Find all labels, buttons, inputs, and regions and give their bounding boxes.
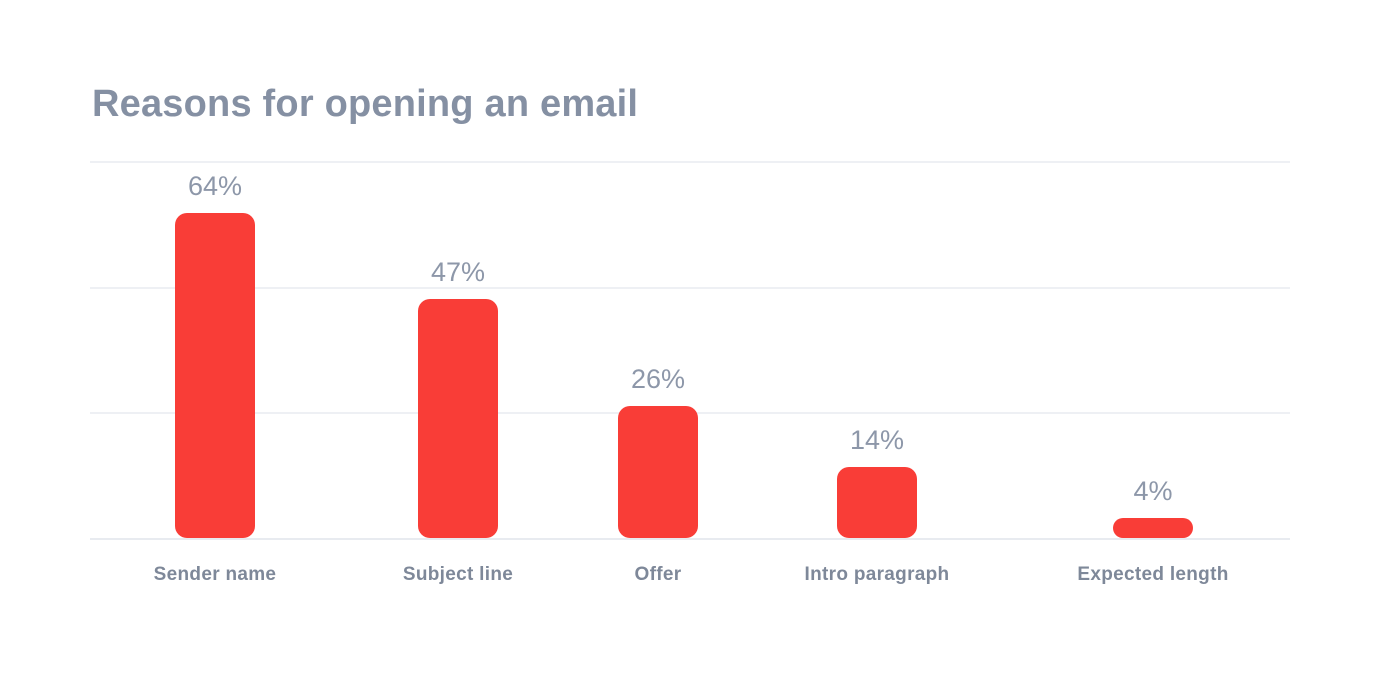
value-label-intro-paragraph: 14% [849, 425, 905, 455]
value-label-expected-length: 4% [1133, 476, 1173, 506]
category-label-offer: Offer [634, 564, 682, 585]
category-label-intro-paragraph: Intro paragraph [804, 564, 950, 585]
bar-subject-line [418, 299, 498, 538]
bar-expected-length [1113, 518, 1193, 538]
value-label-subject-line: 47% [430, 257, 486, 287]
bar-offer [618, 406, 698, 538]
bar-intro-paragraph [837, 467, 917, 538]
chart-title: Reasons for opening an email [92, 83, 639, 125]
baseline-gridline [90, 538, 1290, 540]
gridline-75-percent [90, 161, 1290, 163]
bar-sender-name [175, 213, 255, 538]
category-label-sender-name: Sender name [153, 564, 277, 585]
category-label-expected-length: Expected length [1077, 564, 1229, 585]
value-label-sender-name: 64% [187, 171, 243, 201]
gridline-50-percent [90, 287, 1290, 289]
category-label-subject-line: Subject line [402, 564, 514, 585]
value-label-offer: 26% [630, 364, 686, 394]
